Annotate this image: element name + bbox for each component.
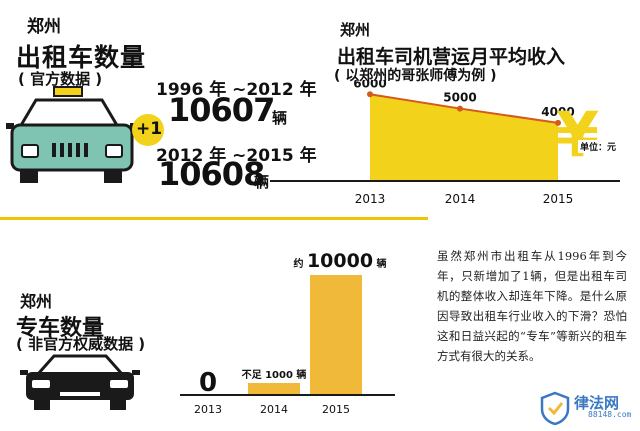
plus-one-label: +1 — [136, 119, 163, 139]
ride-bar — [310, 275, 362, 395]
income-point — [457, 105, 463, 112]
income-chart-title: 出租车司机营运月平均收入 — [337, 46, 566, 68]
yuan-icon: ¥ — [556, 98, 600, 171]
income-x-tick: 2014 — [445, 192, 476, 206]
period-2012-2015: 2012 年 ~2015 年 — [156, 146, 317, 166]
income-area — [370, 94, 558, 180]
plus-one-badge — [132, 114, 164, 146]
ride-chart-subtitle: ( 非官方权威数据 ) — [16, 335, 146, 353]
ride-x-tick: 2014 — [260, 403, 288, 416]
income-point — [367, 91, 373, 98]
taxi-section-title: 出租车数量 — [16, 43, 147, 72]
income-x-tick: 2013 — [355, 192, 386, 206]
car-icon — [20, 354, 140, 410]
taxi-section-subtitle: ( 官方数据 ) — [18, 70, 103, 88]
ride-x-tick: 2015 — [322, 403, 350, 416]
taxi-count-1: 10607 — [168, 91, 275, 129]
watermark-name: 律法网 — [574, 394, 620, 412]
taxi-icon — [6, 86, 138, 183]
income-x-tick: 2015 — [543, 192, 574, 206]
ride-x-tick: 2013 — [194, 403, 222, 416]
taxi-count-2-unit: 辆 — [254, 173, 270, 191]
baseline-divider — [270, 180, 620, 182]
section-divider — [0, 217, 428, 220]
income-data-label: 6000 — [353, 80, 386, 90]
ride-section-city: 郑州 — [20, 292, 53, 311]
income-data-label: 4000 — [541, 105, 574, 119]
income-chart-subtitle: ( 以郑州的哥张师傅为例 ) — [334, 68, 497, 84]
ride-data-label: 不足 1000 辆 — [242, 368, 307, 381]
ride-chart: 2013 2014 2015 0 不足 1000 辆 约 10000 辆 — [180, 250, 395, 416]
ride-data-label: 约 10000 辆 — [293, 250, 386, 272]
income-data-label: 5000 — [443, 91, 476, 105]
ride-chart-title: 专车数量 — [16, 316, 105, 341]
taxi-count-1-unit: 辆 — [272, 109, 288, 127]
taxi-section-city: 郑州 — [27, 17, 61, 37]
ride-data-label: 0 — [199, 368, 217, 398]
income-section-city: 郑州 — [340, 21, 371, 39]
ride-bar — [248, 383, 300, 395]
period-1996-2012: 1996 年 ~2012 年 — [156, 80, 317, 100]
article-text: 虽然郑州市出租车从1996年到今年，只新增加了1辆，但是出租车司机的整体收入却连… — [437, 249, 627, 363]
shield-logo-icon — [540, 391, 570, 425]
watermark-url: 88148.com — [588, 410, 632, 419]
income-unit-label: 单位：元 — [578, 140, 619, 153]
income-point — [555, 119, 561, 126]
income-chart: 6000 5000 4000 2013 2014 2015 — [353, 80, 574, 206]
taxi-count-2: 10608 — [158, 155, 265, 193]
